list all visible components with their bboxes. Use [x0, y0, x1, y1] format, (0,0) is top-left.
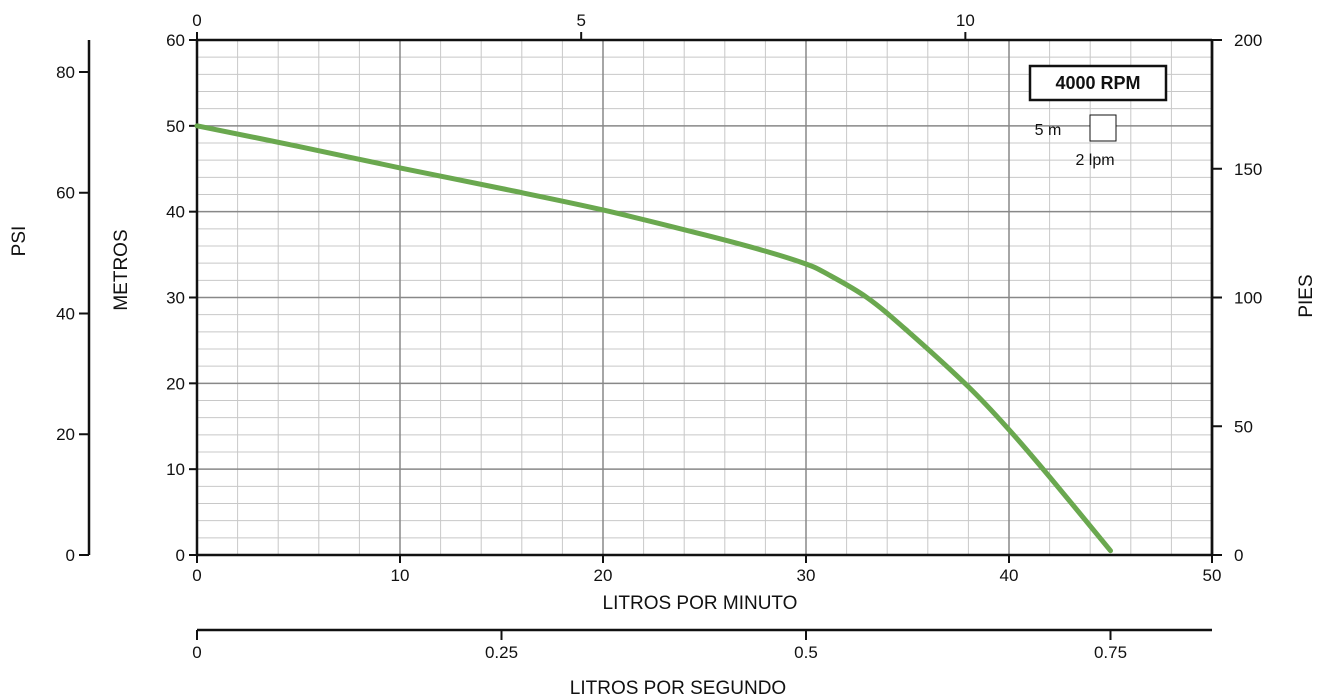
psi-tick-label: 20	[56, 425, 75, 444]
feet-axis-title: PIES	[1296, 274, 1317, 317]
feet-tick-label: 100	[1234, 289, 1262, 308]
y-tick-label: 0	[176, 546, 185, 565]
y-tick-label: 40	[166, 203, 185, 222]
x-tick-label: 10	[391, 566, 410, 585]
rpm-box	[1028, 64, 1168, 102]
y-tick-label: 20	[166, 374, 185, 393]
lps-tick-label: 0.75	[1094, 643, 1127, 662]
feet-tick-label: 50	[1234, 417, 1253, 436]
x-top-tick-label: 10	[956, 11, 975, 30]
scale-legend-head: 5 m	[1035, 122, 1062, 139]
series-layer	[194, 123, 1113, 554]
psi-tick-label: 60	[56, 184, 75, 203]
x-secondary-axis-title: LITROS POR SEGUNDO	[570, 678, 786, 699]
y-tick-label: 10	[166, 460, 185, 479]
y-axis-title: METROS	[111, 229, 132, 310]
psi-axis-title: PSI	[9, 226, 30, 257]
y-tick-label: 50	[166, 117, 185, 136]
y-tick-label: 60	[166, 31, 185, 50]
x-tick-label: 30	[797, 566, 816, 585]
scale-square	[1089, 114, 1117, 142]
x-top-tick-label: 0	[192, 11, 201, 30]
lps-tick-label: 0	[192, 643, 201, 662]
lps-tick-label: 0.5	[794, 643, 818, 662]
rpm-label: 4000 RPM	[1055, 73, 1140, 93]
psi-tick-label: 40	[56, 304, 75, 323]
x-top-tick-label: 5	[576, 11, 585, 30]
feet-tick-label: 200	[1234, 31, 1262, 50]
psi-tick-label: 0	[66, 546, 75, 565]
x-tick-label: 0	[192, 566, 201, 585]
grid-major	[196, 39, 1213, 556]
x-tick-label: 20	[594, 566, 613, 585]
series-line-0	[194, 123, 1113, 554]
x-axis-title: LITROS POR MINUTO	[603, 593, 798, 614]
scale-legend-flow: 2 lpm	[1075, 152, 1114, 169]
feet-tick-label: 150	[1234, 160, 1262, 179]
lps-tick-label: 0.25	[485, 643, 518, 662]
feet-tick-label: 0	[1234, 546, 1243, 565]
psi-tick-label: 80	[56, 63, 75, 82]
x-tick-label: 40	[1000, 566, 1019, 585]
y-tick-label: 30	[166, 289, 185, 308]
x-tick-label: 50	[1203, 566, 1222, 585]
